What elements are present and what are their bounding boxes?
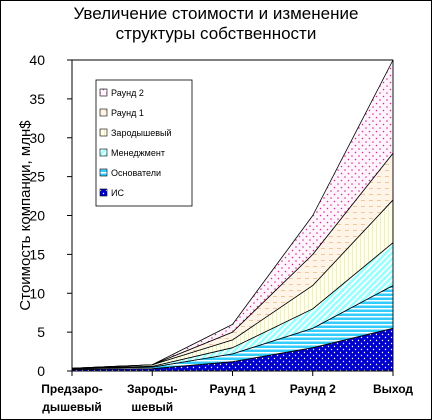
legend-label: ИС xyxy=(111,188,124,198)
legend-box xyxy=(95,79,193,207)
y-tick-label: 40 xyxy=(29,52,45,68)
y-tick-label: 25 xyxy=(29,169,45,185)
x-tick-label-line: Раунд 2 xyxy=(290,382,336,396)
legend-label: Зародышевый xyxy=(111,128,171,138)
x-tick-label-line: Раунд 1 xyxy=(209,382,255,396)
legend-swatch xyxy=(99,148,108,157)
legend-label: Раунд 2 xyxy=(111,88,144,98)
chart-title-line-1: Увеличение стоимости и изменение xyxy=(73,4,359,23)
legend-swatch xyxy=(99,188,108,197)
x-tick-label-line: шевый xyxy=(131,400,173,414)
y-tick-label: 10 xyxy=(29,285,45,301)
y-tick-label: 5 xyxy=(37,324,45,340)
x-tick-label: Раунд 2 xyxy=(290,382,336,396)
x-tick-label: Предзаро-дышевый xyxy=(41,382,103,414)
legend-label: Основатели xyxy=(111,168,161,178)
x-tick-label-line: Зароды- xyxy=(127,382,178,396)
y-tick-label: 30 xyxy=(29,130,45,146)
legend-swatch xyxy=(99,88,108,97)
x-tick-label-line: Предзаро- xyxy=(41,382,103,396)
y-tick-label: 35 xyxy=(29,91,45,107)
chart-title: Увеличение стоимости и изменение структу… xyxy=(0,4,432,44)
x-tick-label: Выход xyxy=(373,382,413,396)
legend-label: Раунд 1 xyxy=(111,108,144,118)
x-tick-label: Раунд 1 xyxy=(209,382,255,396)
legend-swatch xyxy=(99,168,108,177)
legend-swatch xyxy=(99,128,108,137)
x-tick-label-line: Выход xyxy=(373,382,413,396)
y-tick-label: 20 xyxy=(29,208,45,224)
y-tick-label: 0 xyxy=(37,363,45,379)
legend-label: Менеджмент xyxy=(111,148,165,158)
y-axis-label: Стоимость компании, млн$ xyxy=(17,120,34,311)
legend-swatch xyxy=(99,108,108,117)
x-tick-label: Зароды-шевый xyxy=(127,382,178,414)
x-tick-label-line: дышевый xyxy=(42,400,102,414)
y-tick-label: 15 xyxy=(29,246,45,262)
chart-title-line-2: структуры собственности xyxy=(115,24,317,43)
